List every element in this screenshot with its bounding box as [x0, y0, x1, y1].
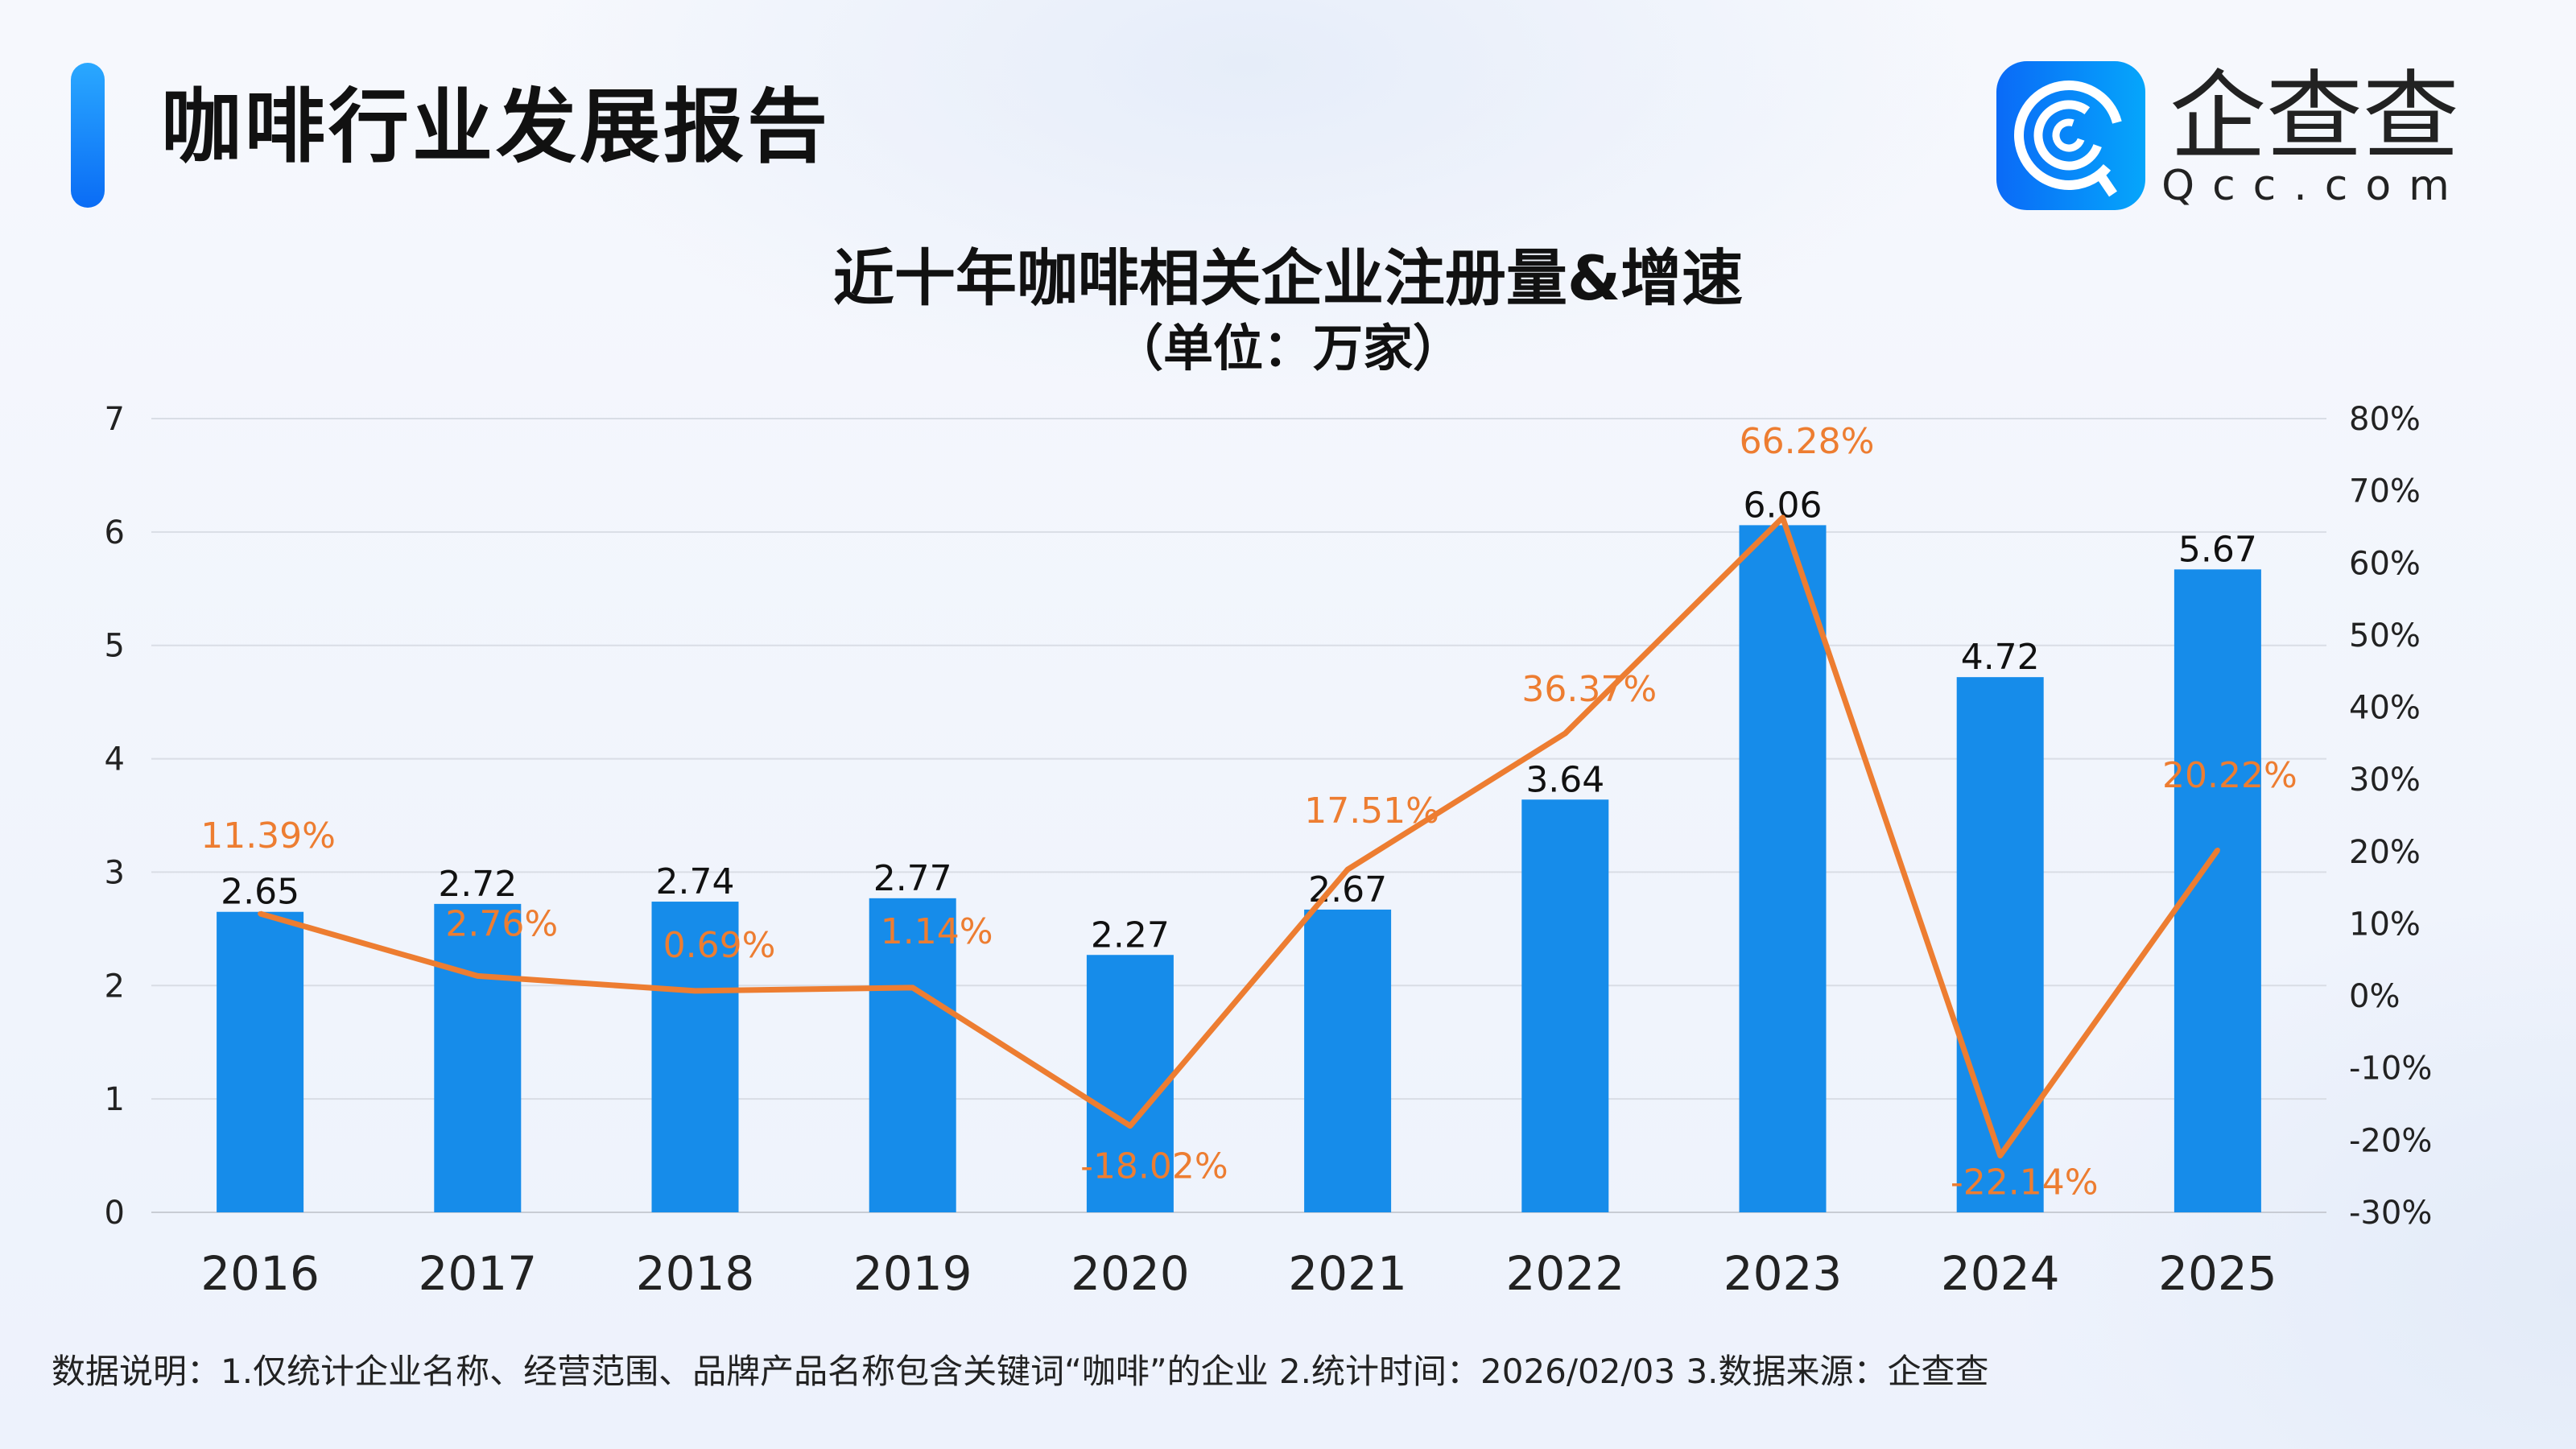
right-tick-label: -10%: [2349, 1051, 2432, 1088]
bar: [1521, 799, 1609, 1212]
right-tick-label: 10%: [2349, 906, 2421, 943]
growth-label: 36.37%: [1521, 669, 1657, 710]
growth-line: [259, 514, 2220, 1159]
x-tick-label: 2018: [636, 1246, 755, 1301]
growth-point: [1997, 1153, 2003, 1158]
right-tick-label: 50%: [2349, 617, 2421, 654]
growth-label: -18.02%: [1080, 1146, 1228, 1187]
left-tick-label: 7: [105, 401, 125, 438]
x-tick-label: 2019: [853, 1246, 972, 1301]
bar-value-label: 3.64: [1525, 759, 1604, 800]
growth-point: [1127, 1123, 1133, 1129]
bar-value-label: 2.77: [873, 858, 952, 899]
bar: [869, 898, 956, 1212]
qcc-logo: 企查查 Qcc.com: [1996, 61, 2487, 210]
x-tick-label: 2025: [2158, 1246, 2277, 1301]
left-tick-label: 5: [105, 628, 125, 665]
left-tick-label: 1: [105, 1081, 125, 1118]
logo-text: 企查查: [2169, 61, 2459, 173]
bar-value-label: 2.65: [221, 872, 299, 913]
bar: [1956, 677, 2044, 1212]
footnote: 数据说明：1.仅统计企业名称、经营范围、品牌产品名称包含关键词“咖啡”的企业 2…: [52, 1352, 1989, 1391]
right-tick-label: -30%: [2349, 1195, 2432, 1232]
bar: [217, 911, 304, 1212]
bar: [1086, 955, 1174, 1212]
growth-label: 11.39%: [200, 815, 336, 857]
left-tick-label: 2: [105, 968, 125, 1005]
bar-value-label: 2.74: [656, 861, 735, 902]
x-tick-label: 2021: [1288, 1246, 1407, 1301]
x-tick-label: 2024: [1941, 1246, 2060, 1301]
title-accent-bar: [71, 63, 105, 208]
x-tick-label: 2017: [418, 1246, 537, 1301]
bar-value-label: 5.67: [2178, 529, 2257, 570]
bar: [651, 902, 739, 1212]
bar: [434, 903, 522, 1212]
x-tick-label: 2023: [1724, 1246, 1843, 1301]
right-tick-label: 20%: [2349, 834, 2421, 871]
right-tick-label: 70%: [2349, 473, 2421, 510]
right-tick-label: 40%: [2349, 690, 2421, 727]
chart-title: 近十年咖啡相关企业注册量&增速: [832, 242, 1744, 314]
growth-point: [910, 985, 915, 990]
growth-label: 17.51%: [1304, 791, 1439, 832]
growth-label: 66.28%: [1740, 421, 1875, 462]
growth-label: 1.14%: [881, 911, 993, 952]
right-tick-label: 80%: [2349, 401, 2421, 438]
bar-value-label: 2.72: [438, 864, 517, 905]
right-tick-label: -20%: [2349, 1122, 2432, 1159]
bar: [1304, 909, 1392, 1212]
x-tick-label: 2020: [1071, 1246, 1190, 1301]
growth-point: [1563, 731, 1568, 737]
bar: [1739, 525, 1827, 1212]
growth-point: [2215, 847, 2220, 852]
growth-point: [475, 973, 481, 979]
x-tick-label: 2016: [200, 1246, 320, 1301]
qcc-logo-icon: 企查查 Qcc.com: [1996, 61, 2467, 210]
report-title: 咖啡行业发展报告: [161, 80, 831, 174]
growth-point: [1780, 514, 1785, 520]
right-tick-label: 30%: [2349, 762, 2421, 799]
bar-value-label: 4.72: [1961, 637, 2040, 678]
growth-label: 2.76%: [445, 903, 558, 944]
growth-label: 20.22%: [2162, 755, 2297, 796]
growth-point: [258, 910, 263, 916]
right-tick-label: 0%: [2349, 978, 2400, 1015]
chart-subtitle: （单位：万家）: [1113, 319, 1463, 378]
left-tick-label: 6: [105, 514, 125, 551]
x-tick-label: 2022: [1505, 1246, 1624, 1301]
bar-value-label: 2.27: [1091, 914, 1170, 956]
logo-subtext: Qcc.com: [2161, 162, 2467, 210]
left-tick-label: 3: [105, 854, 125, 891]
left-tick-label: 4: [105, 741, 125, 778]
growth-point: [1345, 867, 1351, 873]
right-tick-label: 60%: [2349, 545, 2421, 582]
growth-label: 0.69%: [663, 925, 776, 966]
growth-point: [692, 988, 698, 993]
growth-label: -22.14%: [1951, 1162, 2099, 1203]
left-tick-label: 0: [105, 1195, 125, 1232]
